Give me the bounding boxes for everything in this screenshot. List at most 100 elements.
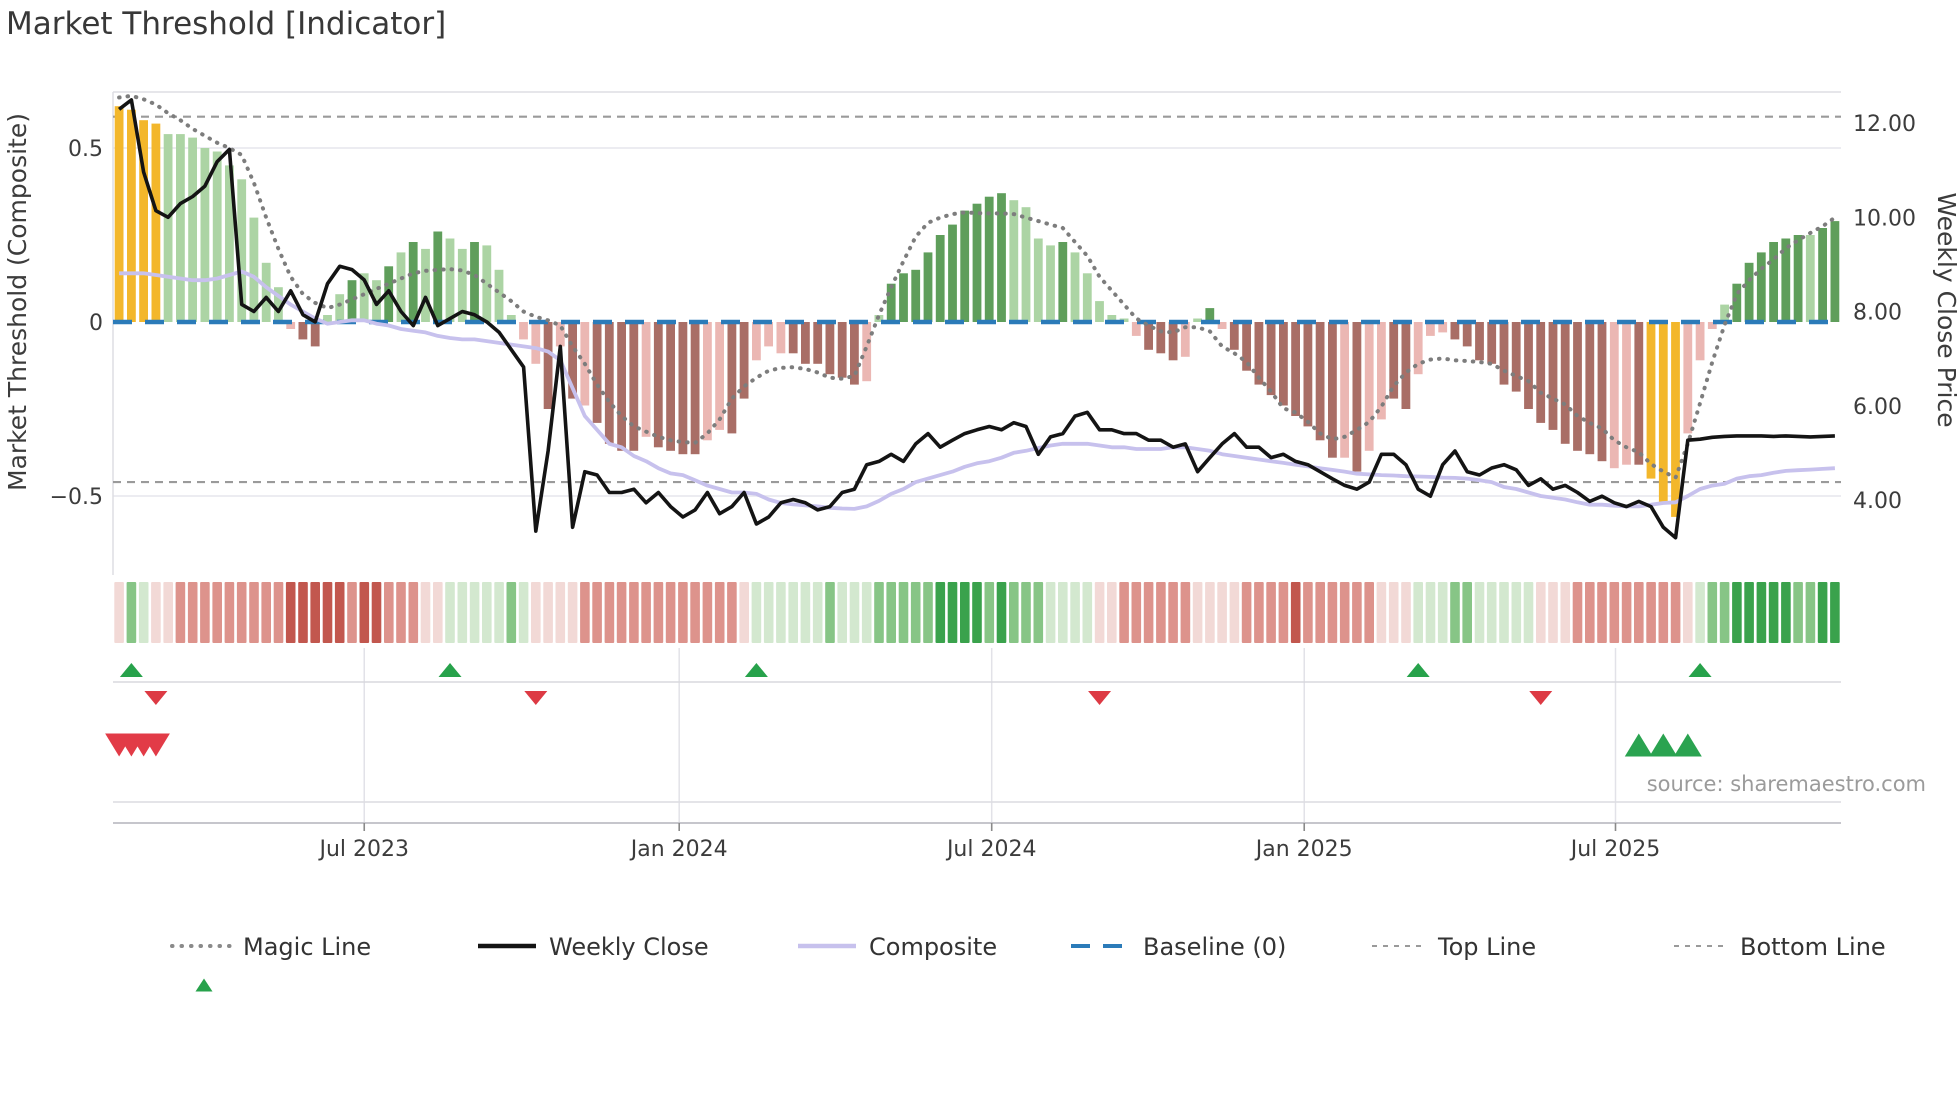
histogram-bar (813, 322, 823, 364)
ribbon-cell (1290, 582, 1301, 643)
ribbon-cell (1707, 582, 1718, 643)
histogram-bar (825, 322, 835, 375)
histogram-bar (1364, 322, 1374, 451)
histogram-bar (1009, 200, 1019, 322)
right-tick-label: 6.00 (1853, 395, 1902, 420)
ribbon-flip-up-marker (744, 663, 768, 677)
ribbon-cell (592, 582, 602, 643)
ribbon-cell (298, 582, 308, 643)
ribbon-cell (825, 582, 835, 643)
ribbon-cell (420, 582, 431, 643)
ribbon-cell (1401, 582, 1411, 643)
histogram-bar (1217, 322, 1227, 329)
ribbon-cell (138, 582, 149, 643)
histogram-bar (1658, 322, 1668, 503)
ribbon-cell (187, 582, 198, 643)
histogram-bar (1328, 322, 1337, 458)
x-tick-label: Jul 2025 (1569, 837, 1661, 862)
ribbon-cell (1450, 582, 1460, 643)
ribbon-cell (236, 582, 247, 643)
ribbon-cell (1486, 582, 1497, 643)
histogram-bar (1156, 322, 1166, 354)
ribbon-cell (629, 582, 639, 643)
histogram-bar (1058, 242, 1068, 322)
ribbon-cell (604, 582, 615, 643)
ribbon-cell (457, 582, 468, 643)
ribbon-cell (445, 582, 455, 643)
ribbon-cell (273, 582, 284, 643)
ribbon-cell (898, 582, 909, 643)
histogram-bar (1180, 322, 1190, 357)
histogram-bar (666, 322, 675, 451)
histogram-bar (604, 322, 614, 444)
ribbon-cell (1585, 582, 1595, 643)
histogram-bar (1377, 322, 1386, 420)
ribbon-cell (347, 582, 357, 643)
histogram-bar (310, 322, 320, 347)
ribbon-flip-up-swatch (195, 978, 213, 992)
histogram-bar (506, 315, 516, 322)
histogram-bar (1622, 322, 1631, 465)
histogram-bar (359, 273, 369, 322)
ribbon-cell (1254, 582, 1264, 643)
histogram-bar (1585, 322, 1595, 455)
histogram-bar (984, 196, 994, 322)
histogram-bar (727, 322, 737, 434)
ribbon-cell (1499, 582, 1509, 643)
ribbon-cell (812, 582, 823, 643)
histogram-bar (421, 248, 430, 322)
histogram-bar (1524, 322, 1533, 409)
histogram-bar (519, 322, 528, 340)
histogram-bar (188, 137, 197, 322)
histogram-bar (151, 123, 161, 322)
ribbon-cell (1045, 582, 1056, 643)
histogram-bar (543, 322, 553, 409)
ribbon-cell (1278, 582, 1289, 643)
ribbon-cell (1609, 582, 1620, 643)
histogram-bar (739, 322, 749, 399)
magic-line (117, 93, 1837, 481)
ribbon-cell (482, 582, 492, 643)
ribbon-flip-up-marker (438, 663, 462, 677)
legend-item-bottom-line: Bottom Line (1674, 933, 1886, 961)
ribbon-cell (923, 582, 933, 643)
histogram-bar (1499, 322, 1509, 385)
histogram-bar (1168, 322, 1178, 361)
ribbon-cell (543, 582, 553, 643)
ribbon-cell (1560, 582, 1571, 643)
histogram-bar (1732, 283, 1742, 322)
histogram-bar (1340, 322, 1349, 458)
histogram-bar (997, 193, 1006, 322)
histogram-bar (1597, 322, 1607, 462)
composite-line (119, 269, 1836, 511)
ribbon-cell (1143, 582, 1154, 643)
histogram-bar (1830, 221, 1840, 322)
histogram-bar (127, 109, 136, 322)
histogram-bar (1046, 245, 1055, 322)
legend-label-weekly-close: Weekly Close (549, 933, 709, 961)
ribbon-cell (1830, 582, 1840, 643)
left-axis-title: Market Threshold (Composite) (3, 113, 32, 491)
ribbon-cell (200, 582, 210, 643)
histogram-bar (408, 242, 418, 322)
histogram-bar (935, 235, 945, 322)
ribbon-cell (1352, 582, 1362, 643)
ribbon-cell (1781, 582, 1791, 643)
histogram-bar (1131, 322, 1141, 336)
histogram-bar (899, 273, 908, 322)
histogram-bar (249, 217, 259, 322)
ribbon-cell (567, 582, 578, 643)
histogram-bar (323, 315, 332, 322)
histogram-bar (1793, 235, 1803, 322)
histogram-bar (948, 224, 957, 322)
histogram-bar (1107, 315, 1117, 322)
histogram-bar (592, 322, 602, 423)
legend-label-baseline: Baseline (0) (1143, 933, 1286, 961)
ribbon-cell (996, 582, 1007, 643)
ribbon-cell (1462, 582, 1472, 643)
histogram-bar (163, 134, 173, 322)
x-tick-label: Jul 2023 (317, 837, 409, 862)
ribbon-cell (1548, 582, 1558, 643)
histogram-bar (1818, 228, 1827, 322)
